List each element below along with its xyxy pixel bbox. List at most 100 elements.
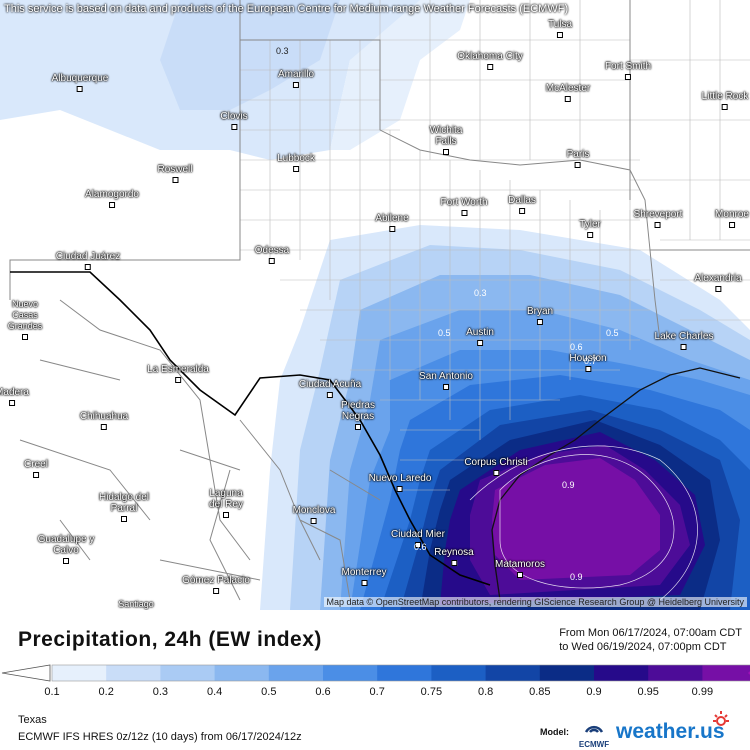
city-label: McAlester	[546, 83, 590, 102]
city-label: Madera	[0, 387, 29, 406]
contour-label: 0.3	[474, 288, 487, 298]
legend-swatch	[539, 665, 595, 681]
map-canvas	[0, 0, 750, 610]
city-label: Albuquerque	[52, 73, 108, 92]
brand-name: weather.us	[616, 720, 725, 743]
contour-label: 0.9	[570, 572, 583, 582]
city-label: Little Rock	[702, 91, 748, 110]
legend-tick-label: 0.9	[586, 686, 602, 698]
map-footer: Precipitation, 24h (EW index) From Mon 0…	[0, 610, 750, 750]
legend-tick-label: 0.2	[98, 686, 114, 698]
legend-tick-label: 0.95	[637, 686, 659, 698]
city-label: Guadalupe y Calvo	[34, 534, 98, 564]
city-label: Wichita Falls	[424, 125, 468, 155]
legend-tick-label: 0.4	[206, 686, 223, 698]
contour-label: 0.6	[414, 542, 427, 552]
city-label: Houston	[569, 353, 607, 372]
legend-tick-label: 0.7	[369, 686, 385, 698]
city-label: Hidalgo del Parral	[94, 492, 154, 522]
state-borders	[9, 0, 750, 601]
contour-label: 0.3	[276, 46, 289, 56]
data-source-disclaimer: This service is based on data and produc…	[4, 3, 569, 15]
city-label: Ciudad Mier	[391, 529, 445, 548]
contour-label: 0.7	[584, 356, 597, 366]
weather-us-logo[interactable]: weather.us	[616, 711, 729, 744]
ecmwf-icon	[584, 725, 604, 733]
contour-label: 0.5	[438, 328, 451, 338]
city-label: Roswell	[157, 164, 193, 183]
city-label: Gómez Palacio	[182, 575, 250, 594]
legend-swatch	[323, 665, 378, 681]
city-label: Paris	[567, 149, 589, 168]
forecast-map[interactable]: This service is based on data and produc…	[0, 0, 750, 610]
city-label: Amarillo	[278, 69, 314, 88]
city-label: Lubbock	[277, 153, 315, 172]
city-label: Abilene	[375, 213, 409, 232]
map-attribution: Map data © OpenStreetMap contributors, r…	[323, 597, 747, 607]
legend-tick-label: 0.8	[477, 686, 494, 698]
color-legend	[1, 664, 750, 682]
legend-swatch	[648, 665, 703, 681]
legend-swatch	[52, 665, 107, 681]
city-label: San Antonio	[419, 371, 473, 390]
city-label: Monroe	[715, 209, 749, 228]
legend-labels: 0.1 0.2 0.3 0.4 0.5 0.6 0.7 0.75 0.8 0.85 0.9 0.95 0…	[0, 686, 750, 700]
legend-swatch	[377, 665, 432, 681]
legend-swatch	[485, 665, 541, 681]
city-label: Fort Smith	[605, 61, 651, 80]
city-label: Odessa	[255, 245, 289, 264]
city-label: Ciudad Acuña	[299, 379, 361, 398]
legend-tick-label: 0.85	[529, 686, 551, 698]
city-label: Alexandria	[694, 273, 742, 292]
legend-tick-label: 0.99	[691, 686, 714, 698]
legend-swatch	[431, 665, 487, 681]
sun-icon	[713, 711, 729, 726]
city-label: La Esmeralda	[147, 364, 209, 383]
city-label: Tulsa	[548, 19, 572, 38]
city-label: Monterrey	[341, 567, 387, 586]
contour-label: 0.6	[570, 342, 583, 352]
legend-swatch	[214, 665, 270, 681]
us-mexico-border	[10, 271, 491, 586]
gulf-coastline	[491, 367, 741, 601]
legend-tick-label: 0.1	[44, 686, 60, 698]
map-title: Precipitation, 24h (EW index)	[18, 628, 322, 651]
county-lines	[239, 0, 750, 491]
contour-label: 0.5	[606, 328, 619, 338]
valid-from: From Mon 06/17/2024, 07:00am CDT	[559, 627, 742, 639]
valid-time-range: From Mon 06/17/2024, 07:00am CDT to Wed …	[559, 626, 742, 654]
city-label: Creel	[24, 459, 48, 478]
contour-label: 0.9	[562, 480, 575, 490]
legend-swatch	[702, 665, 750, 681]
ecmwf-logo: ECMWF	[576, 718, 612, 749]
city-label: Bryan	[527, 306, 553, 325]
region-name: Texas	[18, 714, 47, 726]
city-label: Shreveport	[634, 209, 682, 228]
legend-frame	[51, 664, 750, 682]
legend-swatch	[106, 665, 161, 681]
city-label: Lake Charles	[655, 331, 713, 350]
city-label: Oklahoma City	[457, 51, 523, 70]
legend-tick-label: 0.5	[261, 686, 277, 698]
city-label: Monclova	[293, 505, 335, 524]
legend-tick-label: 0.75	[420, 686, 443, 698]
model-label: Model:	[540, 727, 569, 737]
model-run-info: ECMWF IFS HRES 0z/12z (10 days) from 06/…	[18, 731, 302, 743]
city-label: Nuevo Laredo	[369, 473, 431, 492]
legend-swatch	[160, 665, 216, 681]
city-label: Austin	[466, 327, 494, 346]
legend-tick-label: 0.6	[315, 686, 331, 698]
valid-to: to Wed 06/19/2024, 07:00pm CDT	[559, 641, 727, 653]
city-label: Tyler	[579, 219, 601, 238]
legend-tick-label: 0.3	[152, 686, 169, 698]
city-label: Dallas	[508, 195, 536, 214]
legend-swatch	[268, 665, 324, 681]
city-label: Alamogordo	[85, 189, 139, 208]
city-label: Santiago	[118, 599, 154, 609]
city-label: Chihuahua	[80, 411, 128, 430]
city-label: Clovis	[220, 111, 248, 130]
city-label: Fort Worth	[440, 197, 488, 216]
city-label: Corpus Christi	[464, 457, 528, 476]
city-label: Piedras Negras	[336, 400, 380, 430]
legend-arrow-low	[1, 664, 51, 682]
